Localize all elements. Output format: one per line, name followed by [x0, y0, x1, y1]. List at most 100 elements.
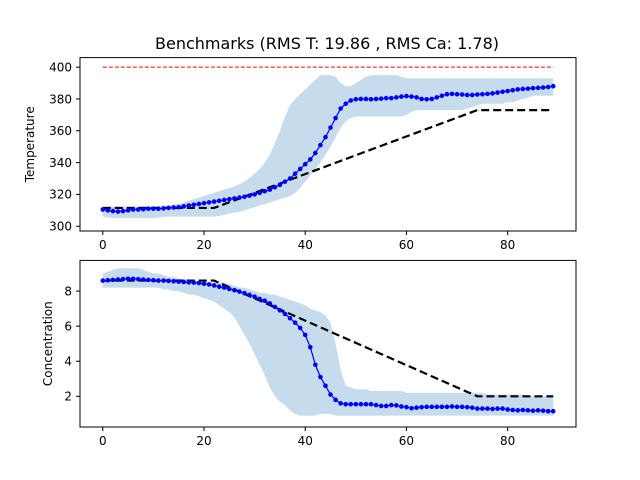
- x-tick-label: 60: [399, 434, 414, 448]
- data-point: [237, 195, 242, 200]
- data-point: [272, 184, 278, 190]
- data-point: [323, 383, 328, 389]
- y-tick-label: 2: [64, 390, 72, 404]
- data-point: [394, 403, 399, 408]
- data-point: [485, 91, 490, 97]
- data-point: [368, 96, 374, 102]
- axes-frame-temperature: [79, 57, 577, 232]
- plot-area-temperature: [100, 66, 556, 219]
- data-point: [510, 87, 516, 93]
- data-point: [181, 279, 187, 285]
- data-point: [110, 208, 116, 214]
- data-point: [530, 85, 536, 91]
- data-point: [125, 276, 131, 282]
- data-point: [135, 276, 141, 282]
- data-point: [156, 278, 161, 283]
- data-point: [328, 392, 333, 397]
- data-point: [130, 207, 136, 212]
- data-point: [348, 401, 354, 407]
- x-tick-label: 60: [399, 238, 414, 252]
- data-point: [262, 188, 268, 194]
- data-point: [242, 194, 247, 200]
- data-point: [515, 87, 521, 92]
- data-point: [409, 94, 414, 99]
- data-point: [110, 277, 116, 283]
- data-point: [232, 196, 237, 201]
- data-point: [358, 401, 364, 407]
- uncertainty-band-concentration: [102, 268, 554, 416]
- x-tick-label: 20: [196, 238, 211, 252]
- data-point: [439, 404, 445, 410]
- data-point: [540, 408, 546, 413]
- y-tick-label: 360: [49, 124, 72, 138]
- data-point: [399, 94, 404, 99]
- data-point: [161, 206, 166, 211]
- data-point: [161, 278, 166, 283]
- x-tick-label: 80: [500, 238, 515, 252]
- y-tick-label: 300: [49, 220, 72, 234]
- data-point: [495, 90, 500, 95]
- y-tick-label: 380: [49, 92, 72, 106]
- data-point: [454, 91, 460, 97]
- data-point: [378, 96, 384, 101]
- data-point: [545, 408, 551, 414]
- data-point: [100, 207, 106, 212]
- x-tick-label: 0: [99, 238, 107, 252]
- data-point: [388, 95, 394, 101]
- uncertainty-band-temperature: [102, 75, 554, 219]
- data-point: [475, 92, 480, 97]
- data-point: [338, 401, 343, 406]
- data-point: [287, 315, 293, 321]
- data-point: [166, 205, 171, 211]
- data-point: [328, 125, 333, 130]
- x-tick-label: 40: [298, 434, 313, 448]
- data-point: [211, 283, 217, 288]
- axes-frame-concentration: [79, 259, 577, 428]
- data-point: [221, 285, 227, 290]
- data-point: [201, 281, 207, 287]
- data-point: [130, 276, 136, 282]
- data-point: [480, 406, 485, 411]
- data-point: [500, 89, 505, 95]
- data-point: [333, 115, 338, 121]
- data-point: [449, 404, 455, 409]
- data-point: [267, 301, 273, 306]
- data-point: [485, 406, 490, 411]
- data-point: [206, 200, 212, 205]
- data-point: [156, 206, 161, 212]
- data-point: [166, 278, 171, 284]
- x-tick-label: 20: [196, 434, 211, 448]
- data-point: [211, 199, 217, 204]
- data-point: [292, 171, 298, 177]
- data-point: [262, 298, 268, 304]
- data-point: [257, 296, 262, 302]
- y-tick-label: 320: [49, 188, 72, 202]
- data-point: [545, 84, 551, 90]
- data-point: [530, 408, 536, 413]
- data-point: [394, 95, 399, 100]
- data-point: [424, 96, 429, 102]
- data-point: [115, 209, 121, 214]
- data-point: [307, 157, 313, 162]
- data-point: [388, 402, 394, 408]
- data-point: [186, 203, 192, 208]
- data-point: [550, 408, 556, 414]
- data-point: [196, 201, 202, 207]
- data-point: [449, 91, 455, 97]
- data-point: [464, 404, 470, 410]
- data-point: [419, 96, 424, 102]
- data-point: [515, 408, 521, 413]
- y-tick-label: 4: [64, 355, 72, 369]
- data-point: [464, 92, 470, 98]
- data-point: [151, 206, 156, 212]
- data-point: [490, 91, 495, 96]
- data-point: [146, 277, 151, 283]
- data-point: [242, 290, 247, 296]
- data-point: [480, 91, 485, 97]
- data-point: [505, 88, 510, 94]
- data-point: [373, 402, 379, 408]
- data-point: [525, 86, 531, 91]
- data-point: [550, 83, 556, 89]
- y-tick-label: 340: [49, 156, 72, 170]
